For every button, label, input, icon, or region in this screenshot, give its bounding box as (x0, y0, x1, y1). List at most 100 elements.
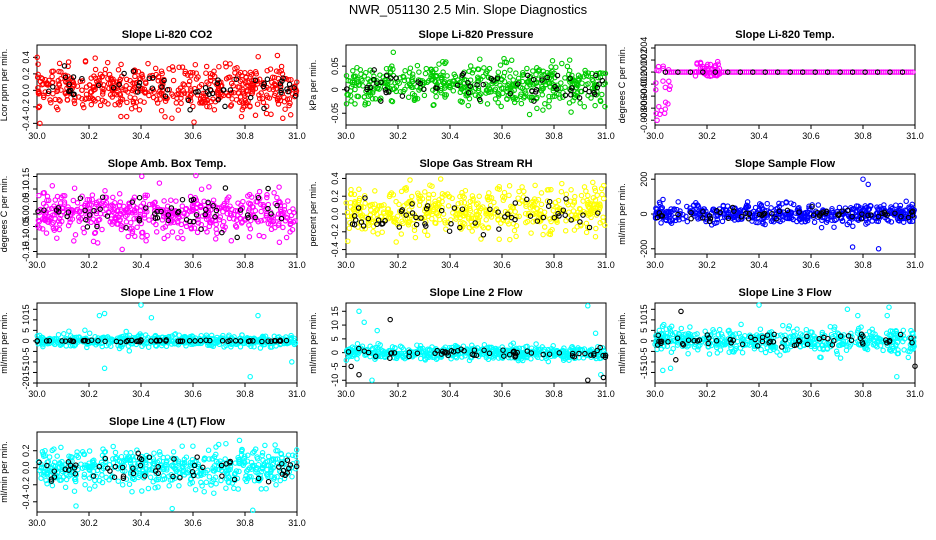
data-point (836, 204, 843, 211)
x-tick-label: 30.0 (646, 389, 664, 399)
data-point (285, 88, 291, 95)
data-point (474, 82, 480, 88)
data-point (153, 71, 159, 78)
series-black (35, 185, 285, 241)
data-point (480, 232, 487, 238)
data-point (540, 214, 547, 221)
data-point (83, 95, 90, 101)
data-point (134, 89, 141, 95)
x-tick-label: 30.8 (545, 260, 563, 270)
y-tick-label: 0 (21, 338, 31, 343)
data-point (507, 91, 513, 97)
data-point (538, 190, 545, 196)
data-point (388, 190, 395, 196)
data-point (668, 220, 675, 226)
data-point (97, 206, 103, 212)
data-point (49, 183, 56, 189)
data-point (79, 102, 86, 108)
data-point (548, 72, 554, 78)
data-point (165, 220, 171, 226)
data-point (483, 217, 489, 223)
data-point (256, 232, 262, 239)
data-point (79, 75, 85, 82)
data-point (757, 326, 764, 332)
data-point (450, 88, 457, 94)
data-point (240, 198, 246, 205)
data-point (499, 344, 505, 350)
data-point (478, 205, 484, 212)
data-point (714, 350, 721, 356)
data-point (255, 53, 261, 60)
data-point (521, 188, 527, 195)
data-point (89, 192, 96, 198)
data-point (206, 211, 212, 218)
data-point (120, 86, 126, 93)
y-tick-label: 0.2 (330, 190, 340, 203)
data-point (252, 77, 259, 84)
data-point (442, 94, 448, 100)
data-point (186, 82, 192, 88)
panel-4: Slope Amb. Box Temp.degrees C per min.30… (0, 158, 306, 270)
data-point (153, 96, 160, 103)
data-point (44, 193, 51, 200)
data-point (476, 193, 482, 200)
data-point (159, 84, 165, 90)
data-point (833, 216, 840, 223)
data-point (895, 347, 901, 353)
data-point (875, 338, 881, 344)
data-point (91, 84, 97, 90)
data-point (53, 338, 60, 344)
y-axis-label: degrees C per min. (0, 176, 9, 253)
data-point (148, 338, 154, 344)
data-point (566, 100, 573, 106)
data-point (173, 198, 179, 204)
data-point (56, 68, 62, 75)
data-point (697, 59, 704, 66)
data-point (119, 246, 125, 253)
data-point (99, 91, 106, 97)
data-point (752, 204, 759, 211)
data-point (281, 98, 288, 105)
y-tick-label: 15 (330, 306, 340, 316)
data-point (598, 371, 604, 378)
data-point (203, 63, 210, 70)
data-point (496, 236, 502, 243)
data-point (372, 188, 378, 194)
data-point (173, 100, 180, 106)
data-point (92, 98, 98, 104)
data-point (71, 185, 78, 191)
data-point (423, 65, 430, 72)
data-point (110, 219, 116, 225)
data-point (684, 218, 691, 225)
data-point (483, 70, 489, 77)
data-point (466, 224, 473, 231)
data-point (900, 219, 907, 225)
x-tick-label: 30.6 (493, 389, 511, 399)
data-point (372, 353, 379, 360)
data-point (872, 342, 879, 349)
data-point (128, 337, 135, 344)
data-point (265, 338, 271, 344)
data-point (361, 93, 368, 100)
data-point (586, 88, 592, 95)
data-point (94, 240, 101, 246)
data-point (831, 326, 837, 333)
data-point (247, 373, 253, 380)
data-point (292, 340, 299, 346)
data-point (566, 76, 572, 83)
data-point (507, 236, 513, 243)
data-point (247, 103, 253, 110)
data-point (343, 200, 349, 206)
data-point (91, 207, 97, 214)
data-point (600, 70, 606, 76)
data-point (593, 225, 599, 232)
data-point (276, 184, 282, 190)
x-tick-label: 30.0 (337, 260, 355, 270)
data-point (82, 96, 88, 102)
data-point (116, 345, 123, 352)
data-point (507, 67, 513, 73)
data-point (237, 215, 244, 222)
data-point (70, 338, 77, 345)
data-point (550, 343, 556, 349)
data-point (278, 208, 284, 215)
